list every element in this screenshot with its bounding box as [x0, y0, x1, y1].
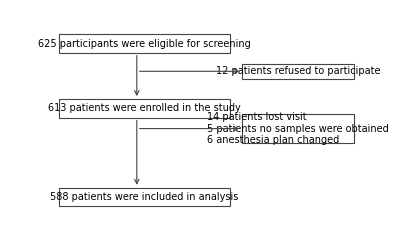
Text: 12 patients refused to participate: 12 patients refused to participate [216, 66, 380, 76]
FancyBboxPatch shape [59, 188, 230, 206]
FancyBboxPatch shape [59, 34, 230, 53]
FancyBboxPatch shape [59, 99, 230, 118]
FancyBboxPatch shape [242, 114, 354, 143]
Text: 588 patients were included in analysis: 588 patients were included in analysis [50, 192, 239, 202]
FancyBboxPatch shape [242, 64, 354, 79]
Text: 14 patients lost visit
5 patients no samples were obtained
6 anesthesia plan cha: 14 patients lost visit 5 patients no sam… [207, 112, 389, 145]
Text: 613 patients were enrolled in the study: 613 patients were enrolled in the study [48, 103, 241, 113]
Text: 625 participants were eligible for screening: 625 participants were eligible for scree… [38, 39, 251, 48]
